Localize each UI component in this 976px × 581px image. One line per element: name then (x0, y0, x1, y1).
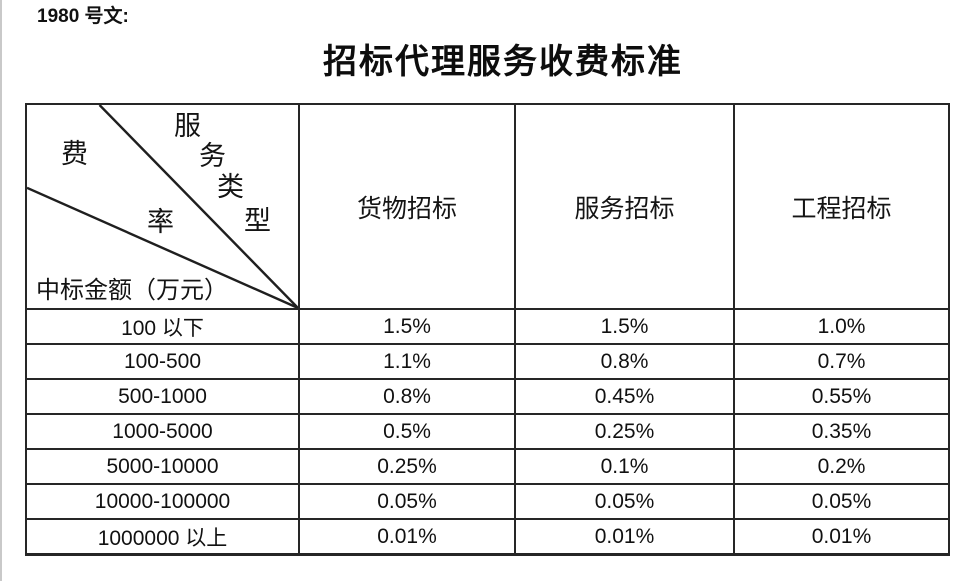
table-row: 100 以下 1.5% 1.5% 1.0% (25, 307, 950, 346)
works-rate-cell: 0.55% (733, 378, 950, 416)
works-rate-cell: 0.2% (733, 448, 950, 486)
corner-service-type-char: 类 (217, 172, 244, 202)
amount-range-cell: 1000000 以上 (25, 518, 300, 556)
diagonal-split-lines (27, 105, 298, 308)
goods-rate-cell: 0.01% (298, 518, 516, 556)
amount-range-cell: 1000-5000 (25, 413, 300, 451)
works-rate-cell: 1.0% (733, 307, 950, 346)
service-rate-cell: 0.45% (514, 378, 735, 416)
goods-rate-cell: 0.8% (298, 378, 516, 416)
table-row: 1000000 以上 0.01% 0.01% 0.01% (25, 518, 950, 556)
table-row: 5000-10000 0.25% 0.1% 0.2% (25, 448, 950, 486)
column-header-services: 服务招标 (514, 103, 735, 310)
table-header-row: 服 务 类 型 费 率 中标金额（万元） 货物招标 服务招标 工程招标 (25, 103, 950, 310)
service-rate-cell: 0.25% (514, 413, 735, 451)
service-rate-cell: 0.1% (514, 448, 735, 486)
works-rate-cell: 0.05% (733, 483, 950, 521)
corner-rate-char: 率 (147, 207, 174, 237)
goods-rate-cell: 0.05% (298, 483, 516, 521)
doc-ref: 1980 号文: (37, 6, 129, 27)
amount-range-cell: 100-500 (25, 343, 300, 381)
works-rate-cell: 0.01% (733, 518, 950, 556)
service-rate-cell: 1.5% (514, 307, 735, 346)
amount-range-cell: 5000-10000 (25, 448, 300, 486)
service-rate-cell: 0.05% (514, 483, 735, 521)
page-edge-strip (0, 0, 2, 581)
amount-range-cell: 100 以下 (25, 307, 300, 346)
table-row: 500-1000 0.8% 0.45% 0.55% (25, 378, 950, 416)
page-title: 招标代理服务收费标准 (323, 44, 683, 81)
diagonal-line-upper (98, 105, 298, 308)
works-rate-cell: 0.35% (733, 413, 950, 451)
corner-service-type-char: 型 (244, 206, 271, 236)
goods-rate-cell: 0.25% (298, 448, 516, 486)
table-row: 1000-5000 0.5% 0.25% 0.35% (25, 413, 950, 451)
table-row: 10000-100000 0.05% 0.05% 0.05% (25, 483, 950, 521)
diagonal-header-cell: 服 务 类 型 费 率 中标金额（万元） (25, 103, 300, 310)
service-rate-cell: 0.8% (514, 343, 735, 381)
fee-table: 服 务 类 型 费 率 中标金额（万元） 货物招标 服务招标 工程招标 100 … (25, 103, 950, 556)
amount-range-cell: 500-1000 (25, 378, 300, 416)
goods-rate-cell: 1.1% (298, 343, 516, 381)
corner-service-type-char: 服 (174, 111, 201, 141)
goods-rate-cell: 1.5% (298, 307, 516, 346)
corner-rate-char: 费 (61, 139, 88, 169)
service-rate-cell: 0.01% (514, 518, 735, 556)
column-header-goods: 货物招标 (298, 103, 516, 310)
works-rate-cell: 0.7% (733, 343, 950, 381)
diagonal-line-lower (27, 186, 298, 308)
goods-rate-cell: 0.5% (298, 413, 516, 451)
amount-range-cell: 10000-100000 (25, 483, 300, 521)
corner-service-type-char: 务 (199, 141, 226, 171)
corner-amount-label: 中标金额（万元） (36, 278, 228, 304)
column-header-works: 工程招标 (733, 103, 950, 310)
table-row: 100-500 1.1% 0.8% 0.7% (25, 343, 950, 381)
